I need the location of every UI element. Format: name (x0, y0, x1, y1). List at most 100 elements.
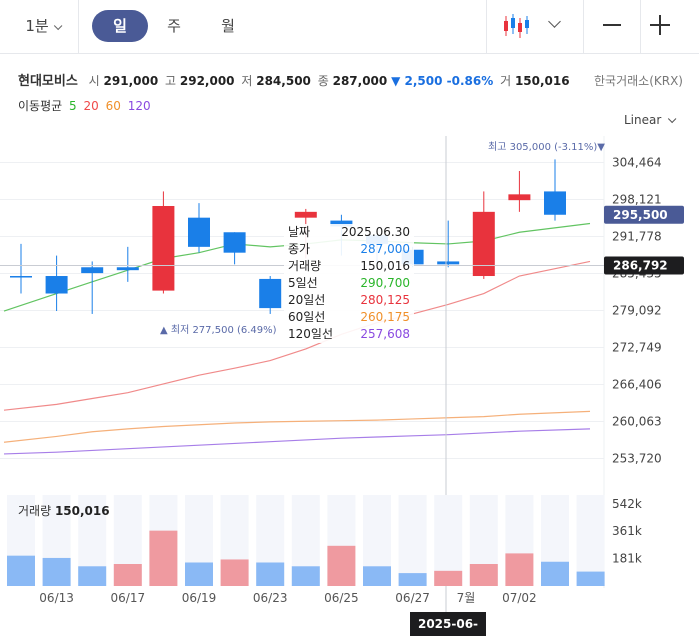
ma-legend-title: 이동평균 (18, 99, 63, 113)
volume-bar[interactable] (185, 562, 213, 586)
x-tick-label: 06/17 (111, 591, 146, 605)
crosshair-tooltip: 날짜 2025.06.30 종가 287,000 거래량 150,016 5일선 290… (284, 224, 414, 343)
x-tick-label: 06/19 (182, 591, 217, 605)
x-tick-label: 06/23 (253, 591, 288, 605)
zoom-in-icon[interactable] (650, 15, 670, 35)
y-tick-label: 260,063 (612, 414, 662, 428)
volume-bar[interactable] (220, 559, 249, 586)
tooltip-row: 거래량 150,016 (284, 258, 414, 275)
candle-body[interactable] (152, 206, 175, 291)
price-badge (604, 205, 684, 224)
scale-dropdown[interactable]: Linear (624, 113, 677, 127)
candle-body[interactable] (259, 278, 282, 309)
volume-bar[interactable] (113, 564, 142, 586)
tooltip-value: 287,000 (360, 242, 410, 256)
y-tick-label: 298,121 (612, 192, 662, 206)
volume-legend: 거래량 150,016 (18, 502, 110, 519)
candlestick-icon[interactable] (502, 12, 532, 40)
exchange-label: 한국거래소(KRX) (594, 74, 683, 88)
tooltip-key: 거래량 (288, 259, 322, 273)
volume-legend-label: 거래량 (18, 504, 52, 518)
tab-month[interactable]: 월 (221, 17, 235, 35)
tooltip-row: 5일선 290,700 (284, 275, 414, 292)
tooltip-key: 120일선 (288, 327, 333, 341)
candle-body[interactable] (116, 267, 139, 271)
volume-bar[interactable] (505, 553, 534, 586)
candle-body[interactable] (544, 191, 566, 215)
tooltip-value: 150,016 (360, 259, 410, 273)
change-value: ▼ 2,500 -0.86% (391, 74, 494, 88)
candle-body[interactable] (437, 261, 460, 265)
x-tick-label: 06/13 (39, 591, 74, 605)
volume-bar[interactable] (398, 573, 427, 586)
price-badge-label: 295,500 (613, 208, 668, 222)
candle-body[interactable] (188, 217, 210, 247)
ma-legend-5[interactable]: 5 (69, 99, 77, 113)
divider (78, 0, 79, 54)
volume-bar[interactable] (363, 566, 391, 586)
volume-bar[interactable] (291, 566, 320, 586)
high-label: 고 (165, 74, 177, 88)
tooltip-row: 날짜 2025.06.30 (284, 224, 414, 241)
volume-bar[interactable] (256, 562, 285, 586)
volume-bar[interactable] (327, 545, 356, 586)
y-tick-label: 266,406 (612, 377, 662, 391)
y-tick-label: 272,749 (612, 340, 662, 354)
candle-body[interactable] (294, 211, 317, 218)
y-tick-label: 253,720 (612, 452, 662, 466)
candle-body[interactable] (10, 276, 32, 278)
ma-legend-60[interactable]: 60 (105, 99, 121, 113)
divider (583, 0, 584, 54)
ma-legend-20[interactable]: 20 (83, 99, 99, 113)
timeframe-toolbar: 1분 일 주 월 (0, 0, 699, 54)
tooltip-row: 120일선 257,608 (284, 326, 414, 343)
tooltip-value: 257,608 (360, 327, 410, 341)
volume-legend-value: 150,016 (54, 504, 110, 518)
y-tick-label: 291,778 (612, 229, 662, 243)
volume-column-bg (398, 495, 427, 586)
volume-bar[interactable] (541, 561, 569, 586)
tooltip-value: 290,700 (360, 276, 410, 290)
x-tick-label: 06/25 (324, 591, 359, 605)
minute-label: 1분 (25, 17, 49, 35)
zoom-out-icon[interactable] (603, 24, 621, 26)
volume-label: 거 (500, 74, 512, 88)
volume-bar[interactable] (149, 530, 178, 586)
open-value: 291,000 (103, 74, 159, 88)
close-value: 287,000 (332, 74, 388, 88)
divider (486, 0, 487, 54)
ma120-line (3, 428, 591, 455)
volume-bar[interactable] (469, 564, 498, 586)
candle-body[interactable] (223, 232, 246, 253)
candle-body[interactable] (472, 211, 495, 277)
minute-timeframe-dropdown[interactable]: 1분 (22, 10, 63, 42)
tooltip-value: 260,175 (360, 310, 410, 324)
candle-body[interactable] (330, 220, 353, 227)
volume-column-bg (576, 495, 605, 586)
tab-week[interactable]: 주 (167, 17, 181, 35)
candle-body[interactable] (45, 276, 68, 294)
tooltip-key: 20일선 (288, 293, 326, 307)
volume-bar[interactable] (78, 566, 107, 586)
stock-name: 현대모비스 (18, 74, 78, 89)
volume-tick-label: 542k (612, 497, 642, 511)
tooltip-row: 60일선 260,175 (284, 309, 414, 326)
volume-bar[interactable] (434, 570, 463, 586)
volume-bar[interactable] (576, 571, 605, 586)
min-price-annotation: ▲ 최저 277,500 (6.49%) (160, 324, 277, 336)
candle-body[interactable] (81, 267, 104, 274)
x-tick-label: 07/02 (502, 591, 537, 605)
max-price-annotation: 최고 305,000 (-3.11%)▼ (488, 141, 605, 153)
high-value: 292,000 (179, 74, 235, 88)
volume-bar[interactable] (42, 557, 71, 586)
ma-legend-120[interactable]: 120 (127, 99, 151, 113)
volume-bar[interactable] (7, 555, 35, 586)
low-value: 284,500 (256, 74, 311, 88)
ma60-line (3, 410, 591, 443)
tooltip-value: 280,125 (360, 293, 410, 307)
tab-day[interactable]: 일 (92, 10, 148, 42)
volume-tick-label: 361k (612, 524, 642, 538)
candle-body[interactable] (508, 194, 531, 201)
tooltip-key: 종가 (288, 242, 311, 256)
